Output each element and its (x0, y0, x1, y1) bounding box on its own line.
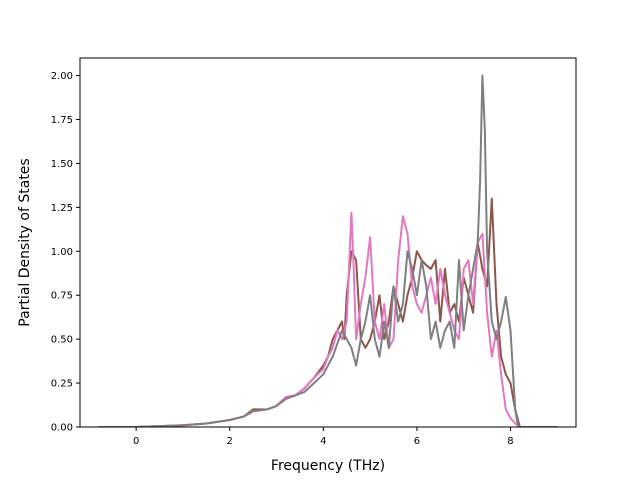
y-tick-label: 1.50 (51, 159, 73, 170)
axes-frame (79, 57, 577, 428)
x-tick-label: 2 (227, 436, 233, 447)
y-tick-label: 0.25 (51, 379, 73, 390)
x-tick-label: 0 (133, 436, 139, 447)
y-tick-label: 1.75 (51, 115, 73, 126)
y-tick-label: 0.50 (51, 335, 73, 346)
y-tick-label: 0.00 (51, 423, 73, 434)
y-tick-label: 0.75 (51, 291, 73, 302)
series-line-3 (98, 74, 558, 427)
y-axis-label: Partial Density of States (17, 158, 33, 326)
series-line-2 (98, 211, 558, 427)
series-layer (98, 74, 558, 427)
y-tick-label: 1.25 (51, 203, 73, 214)
x-tick-label: 4 (320, 436, 326, 447)
x-axis-label: Frequency (THz) (271, 458, 385, 474)
x-tick-label: 8 (507, 436, 513, 447)
x-tick-label: 6 (414, 436, 420, 447)
y-axis-ticks: 0.00 0.25 0.50 0.75 1.00 1.25 1.50 1.75 2.00 (51, 71, 80, 434)
x-axis-ticks: 0 2 4 6 8 (133, 427, 514, 447)
y-tick-label: 2.00 (51, 71, 73, 82)
y-tick-label: 1.00 (51, 247, 73, 258)
